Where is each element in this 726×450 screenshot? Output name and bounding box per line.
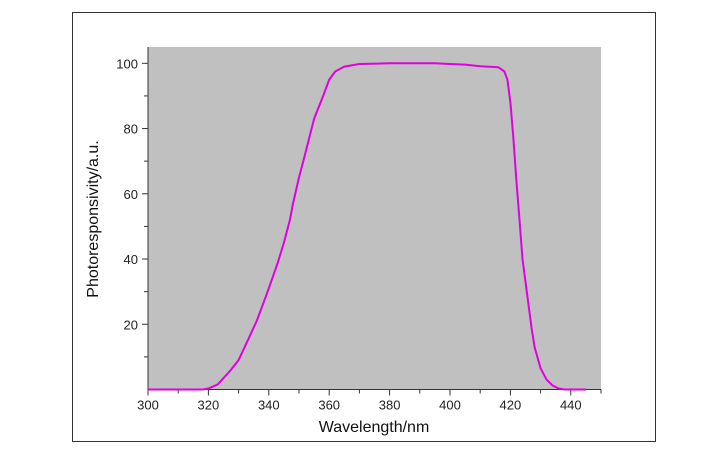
x-tick-label: 380 (379, 398, 401, 413)
y-tick-label: 20 (124, 317, 138, 332)
x-tick-label: 320 (198, 398, 220, 413)
plot-area (148, 47, 601, 390)
x-axis-label: Wavelength/nm (319, 419, 430, 436)
y-tick-label: 40 (124, 252, 138, 267)
y-tick-label: 100 (116, 56, 138, 71)
x-tick-label: 340 (258, 398, 280, 413)
y-tick-label: 80 (124, 122, 138, 137)
x-tick-label: 420 (500, 398, 522, 413)
photoresponse-line (148, 62, 586, 391)
y-tick-label: 60 (124, 187, 138, 202)
x-tick-label: 300 (137, 398, 159, 413)
x-tick-label: 400 (439, 398, 461, 413)
chart-frame (72, 12, 656, 442)
x-tick-label: 360 (318, 398, 340, 413)
y-axis-label: Photoresponsivity/a.u. (85, 140, 102, 297)
x-tick-label: 440 (560, 398, 582, 413)
